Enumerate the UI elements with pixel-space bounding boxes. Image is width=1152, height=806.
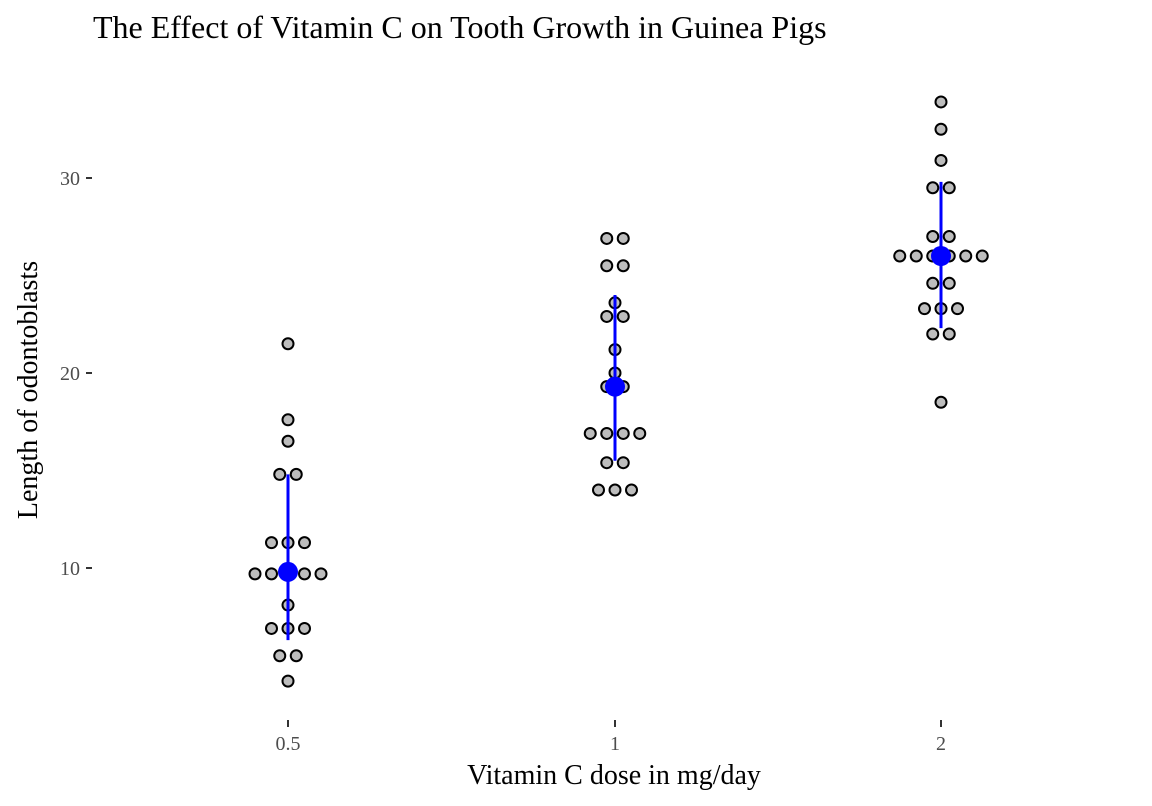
data-point <box>265 621 278 635</box>
data-point <box>926 181 940 195</box>
data-point <box>248 567 262 581</box>
data-point <box>934 122 948 136</box>
y-axis: 10 20 30 <box>60 168 92 580</box>
data-point <box>583 426 597 440</box>
data-point <box>608 483 622 497</box>
chart-title: The Effect of Vitamin C on Tooth Growth … <box>93 9 827 45</box>
data-point <box>600 456 614 470</box>
mean-point <box>605 376 625 397</box>
data-point <box>265 567 278 581</box>
data-point <box>633 426 647 440</box>
x-tick-label: 2 <box>936 733 946 755</box>
data-point <box>600 259 614 273</box>
y-tick-label: 10 <box>60 558 80 580</box>
mean-point <box>278 561 298 582</box>
summary-marks <box>278 181 951 641</box>
data-point <box>942 327 956 341</box>
data-point <box>314 567 328 581</box>
data-point <box>616 231 630 245</box>
data-point <box>893 249 907 263</box>
data-point <box>616 259 630 273</box>
data-point <box>281 674 295 688</box>
data-point <box>942 276 956 290</box>
data-point <box>616 456 630 470</box>
x-axis: 0.5 1 2 <box>276 720 946 755</box>
data-points <box>248 95 989 688</box>
data-point <box>281 434 295 448</box>
data-point <box>926 327 940 341</box>
data-point <box>600 231 614 245</box>
data-point <box>298 567 311 581</box>
x-axis-title: Vitamin C dose in mg/day <box>467 760 761 791</box>
x-tick-label: 1 <box>610 733 620 755</box>
data-point <box>625 483 638 497</box>
data-point <box>265 536 278 550</box>
data-point <box>926 230 940 243</box>
data-point <box>942 181 956 195</box>
y-tick-label: 30 <box>60 168 80 190</box>
data-point <box>975 249 989 263</box>
data-point <box>600 309 614 323</box>
mean-point <box>931 246 951 266</box>
data-point <box>298 536 311 550</box>
data-point <box>934 395 948 409</box>
data-point <box>600 426 614 440</box>
data-point <box>616 426 630 440</box>
data-point <box>959 249 973 263</box>
data-point <box>918 302 931 316</box>
data-point <box>273 467 287 481</box>
data-point <box>942 230 956 243</box>
data-point <box>298 621 311 635</box>
y-axis-title: Length of odontoblasts <box>13 261 44 519</box>
data-point <box>281 337 295 351</box>
data-point <box>934 95 948 109</box>
data-point <box>616 309 630 323</box>
y-tick-label: 20 <box>60 363 80 385</box>
data-point <box>934 153 948 167</box>
x-tick-label: 0.5 <box>276 733 301 755</box>
data-point <box>592 483 605 497</box>
data-point <box>909 249 923 263</box>
data-point <box>289 649 303 663</box>
data-point <box>951 302 964 316</box>
data-point <box>273 649 287 663</box>
data-point <box>926 276 940 290</box>
data-point <box>281 413 295 427</box>
data-point <box>289 467 303 481</box>
